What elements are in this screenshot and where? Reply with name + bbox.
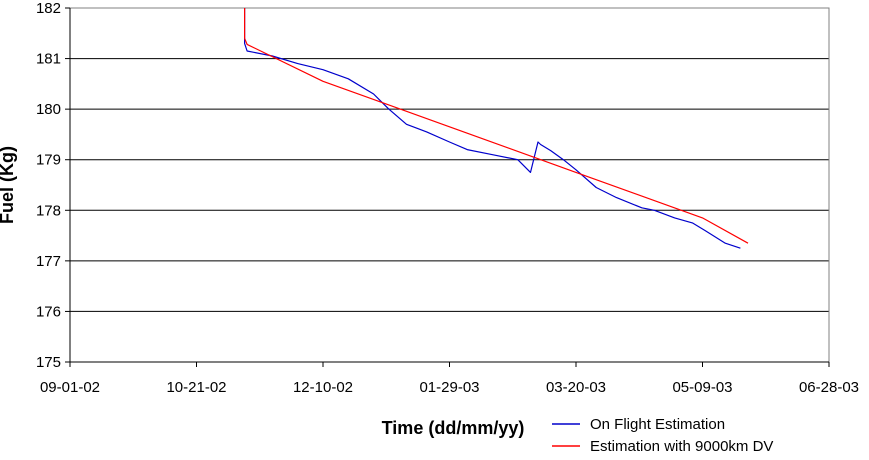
y-tick-label: 179 <box>36 152 61 169</box>
y-tick-label: 181 <box>36 51 61 68</box>
x-tick-label: 03-20-03 <box>546 379 606 396</box>
x-axis-title: Time (dd/mm/yy) <box>382 418 525 438</box>
x-tick-label: 05-09-03 <box>672 379 732 396</box>
tick-labels: 175 176 177 178 179 180 181 182 09-01-02 10-21-02… <box>36 0 859 396</box>
series-line-2 <box>244 8 749 244</box>
x-tick-label: 06-28-03 <box>799 379 859 396</box>
x-tick-label: 12-10-02 <box>293 379 353 396</box>
series-line-1 <box>244 8 741 249</box>
y-tick-label: 182 <box>36 0 61 17</box>
x-tick-label: 01-29-03 <box>419 379 479 396</box>
y-tick-label: 178 <box>36 202 61 219</box>
x-tick-label: 09-01-02 <box>40 379 100 396</box>
legend-label-series-1: On Flight Estimation <box>590 416 725 433</box>
legend: On Flight Estimation Estimation with 900… <box>552 416 773 455</box>
x-tick-label: 10-21-02 <box>166 379 226 396</box>
series-layer <box>244 8 749 249</box>
legend-label-series-2: Estimation with 9000km DV <box>590 438 773 455</box>
y-tick-label: 180 <box>36 101 61 118</box>
y-tick-label: 175 <box>36 354 61 371</box>
y-tick-label: 176 <box>36 303 61 320</box>
y-axis-title: Fuel (Kg) <box>0 146 17 224</box>
y-tick-label: 177 <box>36 253 61 270</box>
axes <box>65 7 830 367</box>
